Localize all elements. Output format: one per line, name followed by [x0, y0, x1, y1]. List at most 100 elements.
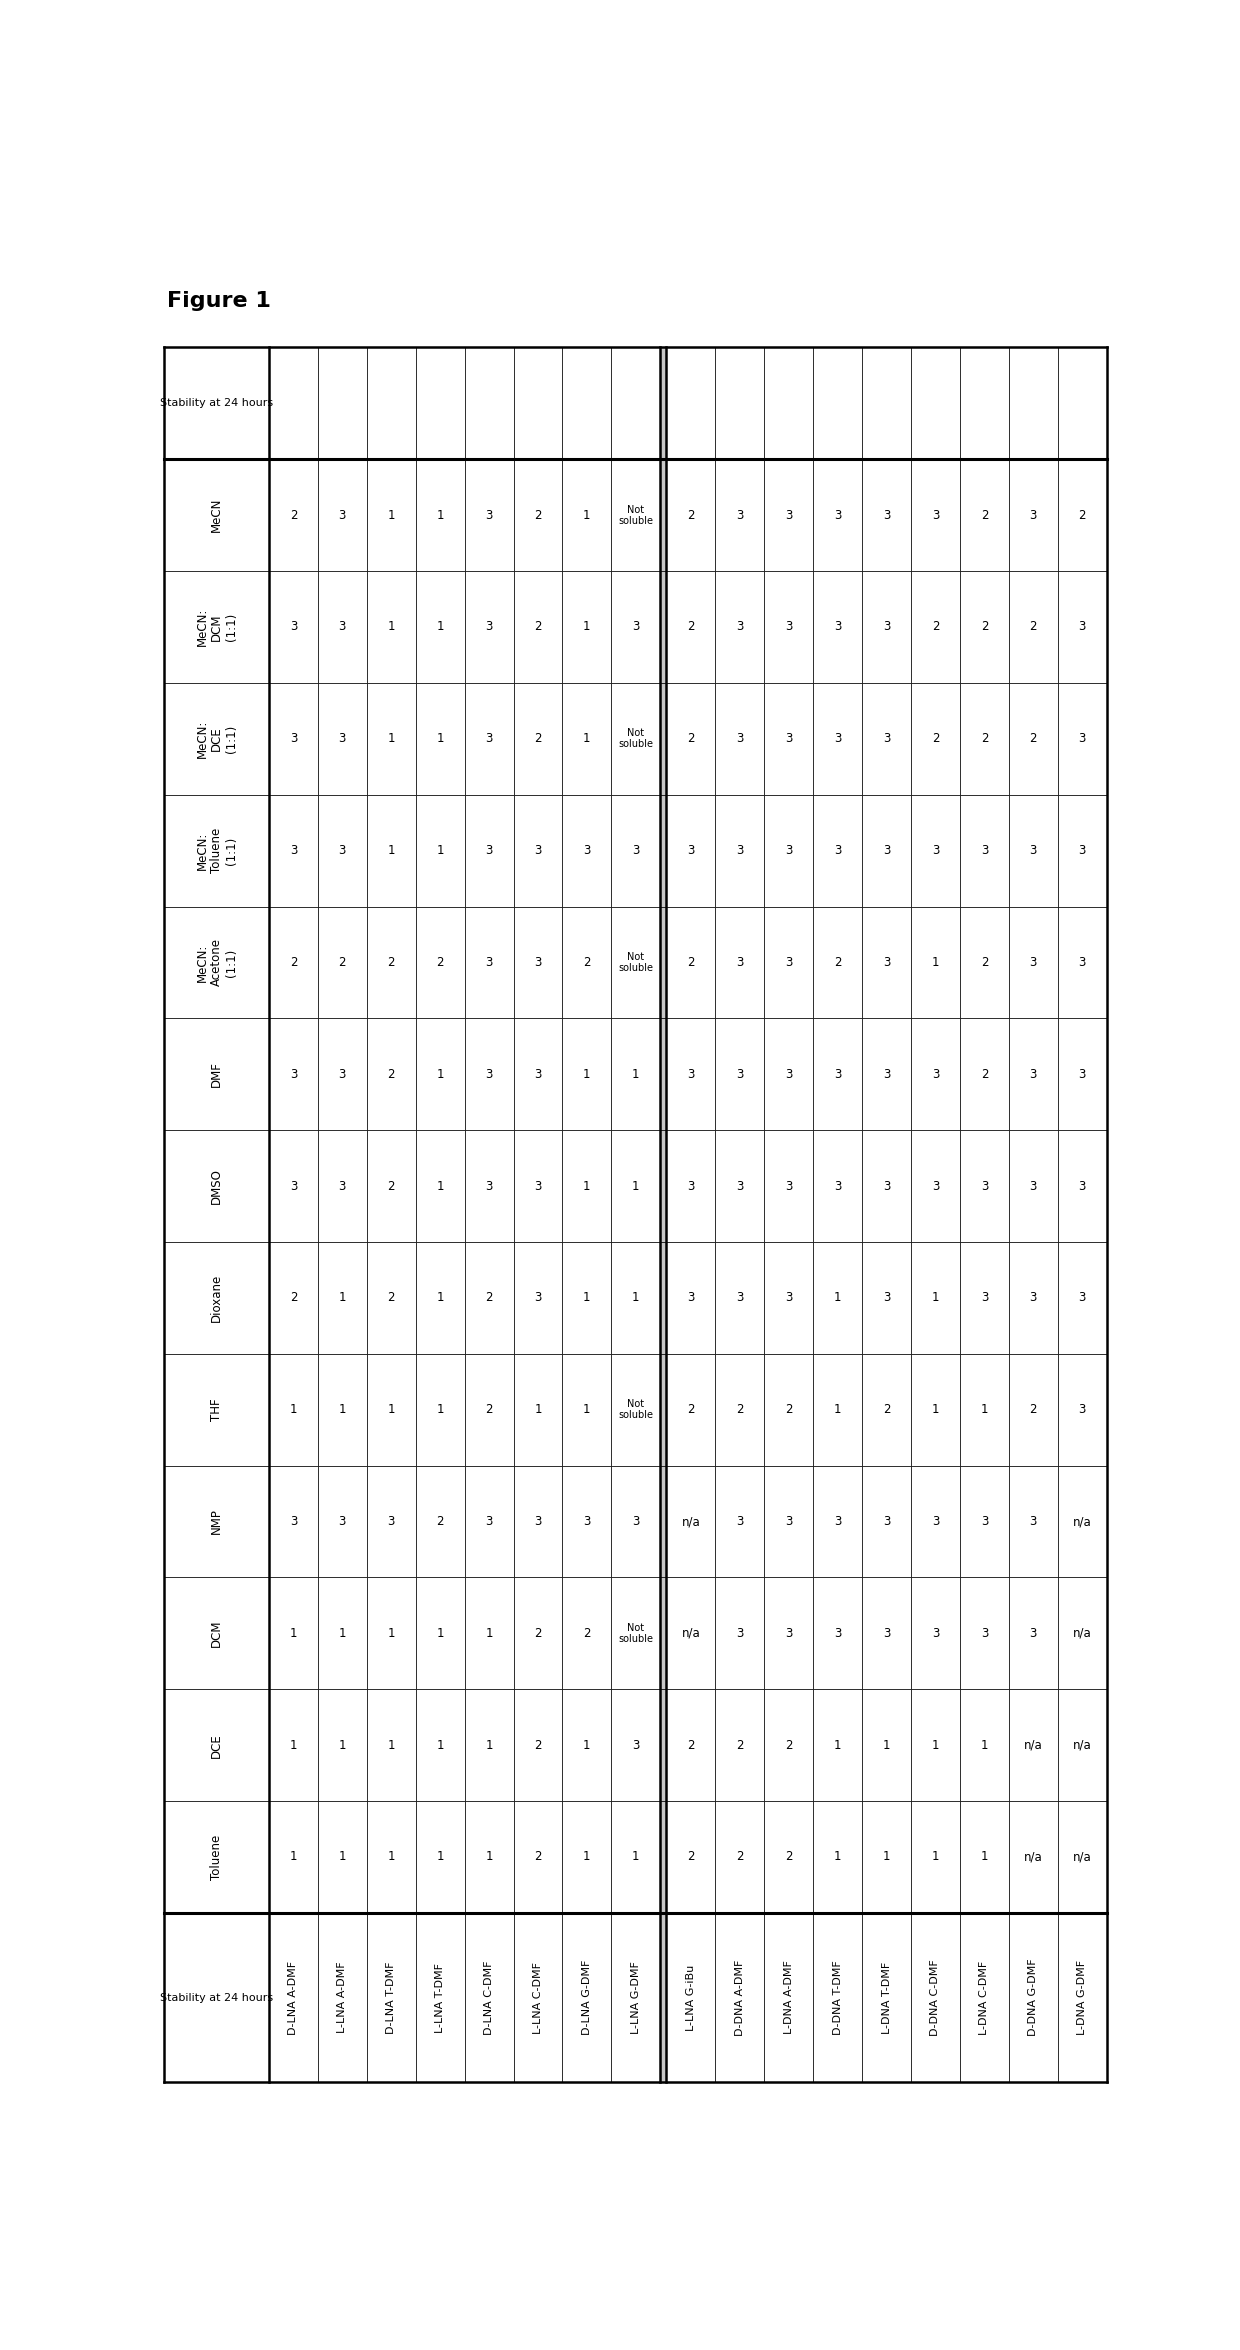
Text: L-DNA T-DMF: L-DNA T-DMF	[882, 1962, 892, 2033]
Bar	[1058, 684, 1106, 794]
Text: 1: 1	[290, 1849, 298, 1864]
Bar	[611, 794, 660, 907]
Bar	[269, 1913, 317, 2082]
Text: 1: 1	[387, 1739, 396, 1751]
Bar	[813, 684, 862, 794]
Bar	[367, 684, 415, 794]
Bar	[764, 1354, 813, 1466]
Text: THF: THF	[210, 1398, 223, 1422]
Bar	[764, 794, 813, 907]
Text: 3: 3	[883, 1626, 890, 1640]
Bar	[660, 684, 666, 794]
Bar	[513, 1577, 563, 1690]
Text: 2: 2	[931, 733, 939, 745]
Bar	[1009, 794, 1058, 907]
Bar	[862, 458, 911, 571]
Bar	[1009, 1130, 1058, 1241]
Text: 1: 1	[583, 508, 590, 522]
Text: MeCN:
DCM
(1:1): MeCN: DCM (1:1)	[196, 609, 238, 646]
Bar	[317, 1913, 367, 2082]
Text: 1: 1	[290, 1403, 298, 1417]
Bar	[415, 571, 465, 684]
Text: 3: 3	[931, 508, 939, 522]
Bar	[666, 684, 715, 794]
Text: 1: 1	[436, 1067, 444, 1081]
Bar	[1009, 1913, 1058, 2082]
Text: 3: 3	[785, 1067, 792, 1081]
Bar	[660, 571, 666, 684]
Bar	[911, 794, 960, 907]
Text: 1: 1	[931, 956, 939, 968]
Text: 2: 2	[436, 1516, 444, 1528]
Bar	[415, 907, 465, 1018]
Bar	[1058, 571, 1106, 684]
Bar	[660, 1354, 666, 1466]
Bar	[563, 571, 611, 684]
Bar	[513, 1466, 563, 1577]
Bar	[563, 1130, 611, 1241]
Text: 1: 1	[436, 844, 444, 858]
Bar	[269, 1241, 317, 1354]
Text: 3: 3	[883, 956, 890, 968]
Text: 1: 1	[436, 733, 444, 745]
Bar	[563, 907, 611, 1018]
Bar	[764, 1913, 813, 2082]
Bar	[465, 1690, 513, 1800]
Text: 2: 2	[785, 1739, 792, 1751]
Bar	[660, 1577, 666, 1690]
Bar	[911, 1800, 960, 1913]
Bar	[269, 684, 317, 794]
Bar	[563, 1690, 611, 1800]
Text: 1: 1	[290, 1739, 298, 1751]
Text: 2: 2	[981, 733, 988, 745]
Bar	[367, 1913, 415, 2082]
Text: DMSO: DMSO	[210, 1168, 223, 1203]
Text: 2: 2	[1029, 1403, 1037, 1417]
Text: D-DNA T-DMF: D-DNA T-DMF	[833, 1960, 843, 2035]
Bar	[1058, 1800, 1106, 1913]
Bar	[415, 684, 465, 794]
Bar	[960, 1241, 1009, 1354]
Text: 1: 1	[339, 1849, 346, 1864]
Text: 1: 1	[883, 1849, 890, 1864]
Bar	[715, 1354, 764, 1466]
Bar	[764, 348, 813, 458]
Text: 3: 3	[785, 956, 792, 968]
Bar	[269, 1018, 317, 1130]
Bar	[666, 348, 715, 458]
Text: 3: 3	[883, 1516, 890, 1528]
Text: 3: 3	[737, 508, 744, 522]
Bar	[415, 458, 465, 571]
Bar	[317, 348, 367, 458]
Bar	[862, 1800, 911, 1913]
Bar	[465, 794, 513, 907]
Text: 1: 1	[583, 1403, 590, 1417]
Text: 1: 1	[583, 1739, 590, 1751]
Bar	[911, 907, 960, 1018]
Text: 1: 1	[387, 733, 396, 745]
Bar	[911, 1690, 960, 1800]
Text: 2: 2	[687, 1739, 694, 1751]
Text: 1: 1	[583, 620, 590, 634]
Text: 1: 1	[436, 1849, 444, 1864]
Bar	[611, 1130, 660, 1241]
Text: n/a: n/a	[1024, 1739, 1043, 1751]
Text: 3: 3	[485, 1516, 492, 1528]
Bar	[415, 1466, 465, 1577]
Text: 3: 3	[883, 1067, 890, 1081]
Text: 2: 2	[387, 1180, 396, 1191]
Text: 3: 3	[737, 1292, 744, 1304]
Bar	[269, 907, 317, 1018]
Bar	[911, 684, 960, 794]
Bar	[513, 684, 563, 794]
Text: 3: 3	[632, 844, 640, 858]
Bar	[164, 1577, 269, 1690]
Bar	[911, 1130, 960, 1241]
Bar	[813, 458, 862, 571]
Text: 1: 1	[339, 1626, 346, 1640]
Bar	[764, 1130, 813, 1241]
Text: 1: 1	[387, 508, 396, 522]
Text: 2: 2	[835, 956, 842, 968]
Bar	[764, 1690, 813, 1800]
Bar	[317, 907, 367, 1018]
